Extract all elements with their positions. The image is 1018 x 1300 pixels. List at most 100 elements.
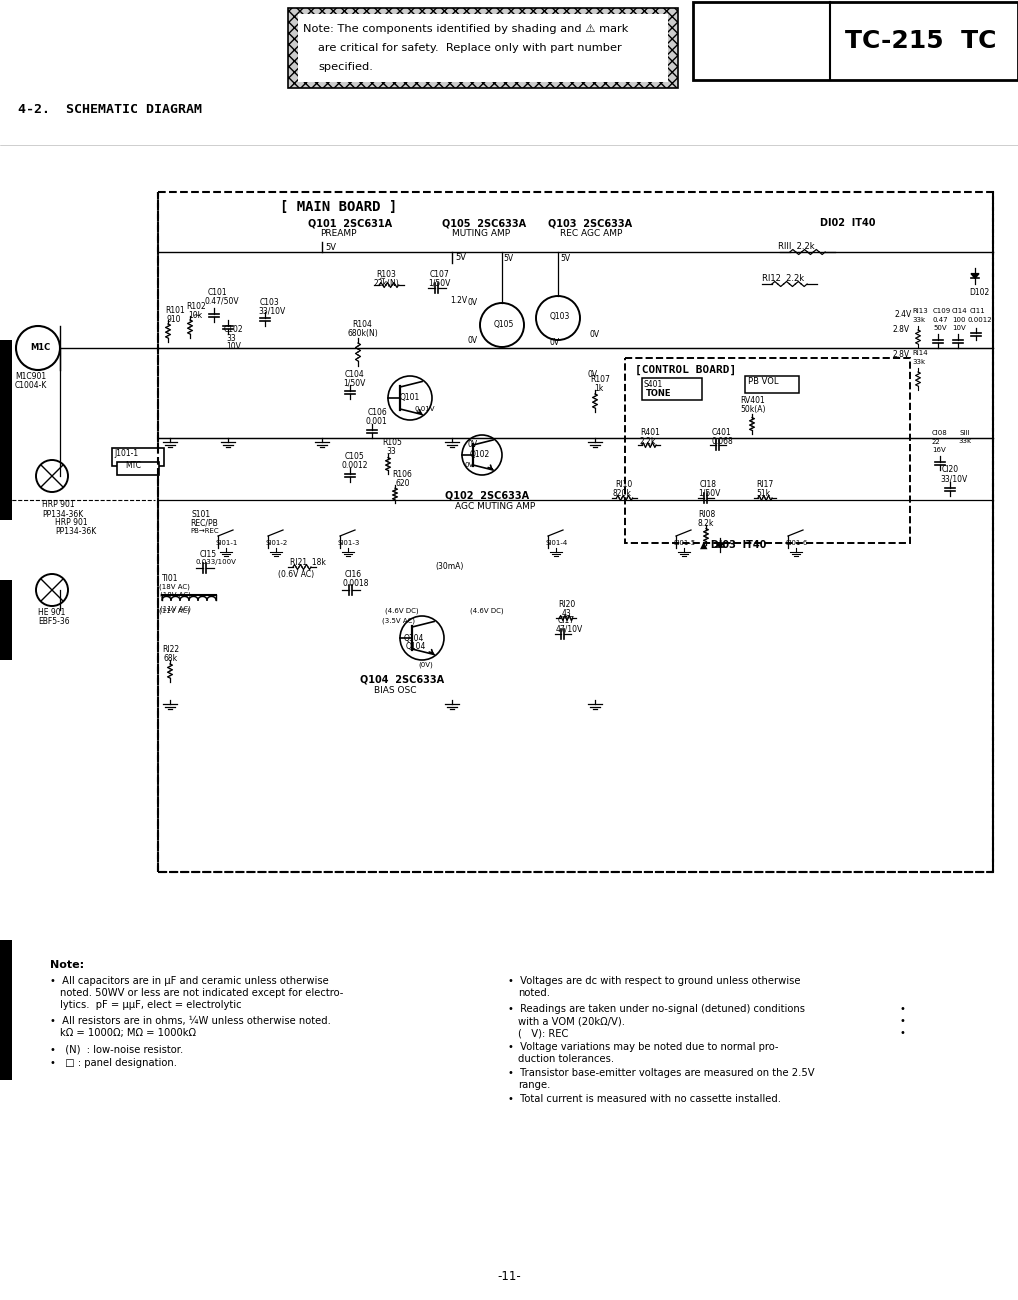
Text: R401: R401 [640, 428, 660, 437]
Text: (30mA): (30mA) [435, 562, 463, 571]
Text: noted. 50WV or less are not indicated except for electro-: noted. 50WV or less are not indicated ex… [60, 988, 343, 998]
Text: specified.: specified. [318, 62, 373, 72]
Text: 910: 910 [167, 315, 181, 324]
Text: 2.2k: 2.2k [640, 437, 657, 446]
Text: noted.: noted. [518, 988, 550, 998]
Text: 0.47: 0.47 [934, 317, 949, 322]
Text: [ MAIN BOARD ]: [ MAIN BOARD ] [280, 200, 397, 214]
Text: Note: The components identified by shading and ⚠ mark: Note: The components identified by shadi… [303, 23, 628, 34]
Text: HRP 901: HRP 901 [42, 500, 74, 510]
Text: RI20: RI20 [558, 601, 575, 608]
Text: C107: C107 [430, 270, 450, 280]
Text: (18V AC): (18V AC) [160, 592, 190, 598]
Text: 680k(N): 680k(N) [348, 329, 379, 338]
Text: 820k: 820k [613, 489, 632, 498]
Text: SI01-4: SI01-4 [546, 540, 568, 546]
Text: 50k(A): 50k(A) [740, 406, 766, 413]
Text: 0V: 0V [550, 338, 560, 347]
Text: 0V: 0V [468, 439, 478, 448]
Text: Note:: Note: [50, 959, 84, 970]
Text: SI01-6: SI01-6 [786, 540, 808, 546]
Text: 16V: 16V [932, 447, 946, 452]
Text: [CONTROL BOARD]: [CONTROL BOARD] [635, 365, 736, 376]
Text: Q104: Q104 [406, 642, 427, 651]
Text: REC AGC AMP: REC AGC AMP [560, 229, 622, 238]
Text: (11V AC): (11V AC) [160, 606, 190, 612]
Text: •  All resistors are in ohms, ¼W unless otherwise noted.: • All resistors are in ohms, ¼W unless o… [50, 1017, 331, 1026]
Bar [298, 14, 668, 82]
Text: TONE: TONE [646, 389, 672, 398]
Text: 2.8V: 2.8V [893, 350, 910, 359]
Text: 2.4V: 2.4V [895, 309, 912, 318]
Text: 0V: 0V [468, 298, 478, 307]
Text: J101-1: J101-1 [114, 448, 138, 458]
Text: REC/PB: REC/PB [190, 519, 218, 528]
Text: ∼∼: ∼∼ [792, 248, 806, 257]
Bar [288, 8, 678, 88]
Text: 0.001: 0.001 [366, 417, 388, 426]
Text: 33: 33 [386, 447, 396, 456]
Text: 33: 33 [226, 334, 236, 343]
Text: 5V: 5V [325, 243, 336, 252]
Text: 43: 43 [562, 608, 572, 618]
Text: 0.068: 0.068 [712, 437, 734, 446]
Text: 0.033/100V: 0.033/100V [196, 559, 237, 566]
Text: 0.0018: 0.0018 [343, 578, 370, 588]
Text: (4.6V DC): (4.6V DC) [470, 607, 504, 614]
Text: 33k: 33k [912, 359, 925, 365]
Text: C105: C105 [345, 452, 364, 462]
Text: 50V: 50V [934, 325, 947, 332]
Text: (0.6V AC): (0.6V AC) [278, 569, 315, 578]
Text: (0V): (0V) [418, 662, 433, 668]
Text: 10k: 10k [188, 311, 203, 320]
Text: ▲ DI03  IT40: ▲ DI03 IT40 [700, 540, 767, 550]
Text: Q102  2SC633A: Q102 2SC633A [445, 490, 529, 501]
Text: range.: range. [518, 1080, 551, 1089]
Text: R103: R103 [376, 270, 396, 280]
Text: •  Total current is measured with no cassette installed.: • Total current is measured with no cass… [508, 1095, 781, 1104]
Text: 0V: 0V [588, 370, 599, 380]
Text: CI17: CI17 [558, 616, 575, 625]
Text: R106: R106 [392, 471, 412, 478]
Text: 1.2V: 1.2V [450, 296, 467, 306]
Text: Q104: Q104 [404, 634, 425, 644]
Text: 0V: 0V [468, 335, 478, 345]
Polygon shape [971, 273, 979, 278]
Polygon shape [716, 543, 724, 547]
Text: D102: D102 [969, 289, 989, 296]
Text: 47/10V: 47/10V [556, 625, 583, 634]
Text: CI16: CI16 [345, 569, 362, 578]
Text: (18V AC): (18V AC) [159, 584, 190, 590]
Text: RI22: RI22 [162, 645, 179, 654]
Text: 0.01V: 0.01V [415, 406, 436, 412]
Text: 4-2.  SCHEMATIC DIAGRAM: 4-2. SCHEMATIC DIAGRAM [18, 103, 202, 116]
Text: PP134-36K: PP134-36K [42, 510, 83, 519]
Text: TC-215  TC: TC-215 TC [845, 29, 997, 53]
Text: •  Voltage variations may be noted due to normal pro-: • Voltage variations may be noted due to… [508, 1043, 779, 1052]
Text: 0V: 0V [465, 462, 474, 468]
Text: PB→REC: PB→REC [190, 528, 219, 534]
Text: Q105: Q105 [494, 320, 514, 329]
Text: (4.6V DC): (4.6V DC) [385, 607, 418, 614]
Text: RIII  2.2k: RIII 2.2k [778, 242, 814, 251]
Text: Q104  2SC633A: Q104 2SC633A [360, 675, 444, 685]
Text: 0V: 0V [590, 330, 601, 339]
Text: 22k(N): 22k(N) [374, 280, 400, 289]
Text: 5V: 5V [455, 254, 466, 263]
Text: RI12  2.2k: RI12 2.2k [762, 274, 804, 283]
Text: with a VOM (20kΩ/V).: with a VOM (20kΩ/V). [518, 1017, 625, 1026]
Bar [625, 358, 910, 543]
Text: M1C901: M1C901 [15, 372, 46, 381]
Text: S101: S101 [192, 510, 211, 519]
Text: ∼: ∼ [193, 309, 202, 320]
Text: 10V: 10V [952, 325, 966, 332]
Text: S401: S401 [644, 380, 664, 389]
Text: C104: C104 [345, 370, 364, 380]
Bar [745, 376, 799, 393]
Text: duction tolerances.: duction tolerances. [518, 1054, 614, 1063]
Text: R101: R101 [165, 306, 184, 315]
Bar [117, 462, 159, 474]
Text: Q102: Q102 [470, 450, 491, 459]
Text: 33k: 33k [912, 317, 925, 322]
Text: CI15: CI15 [200, 550, 217, 559]
